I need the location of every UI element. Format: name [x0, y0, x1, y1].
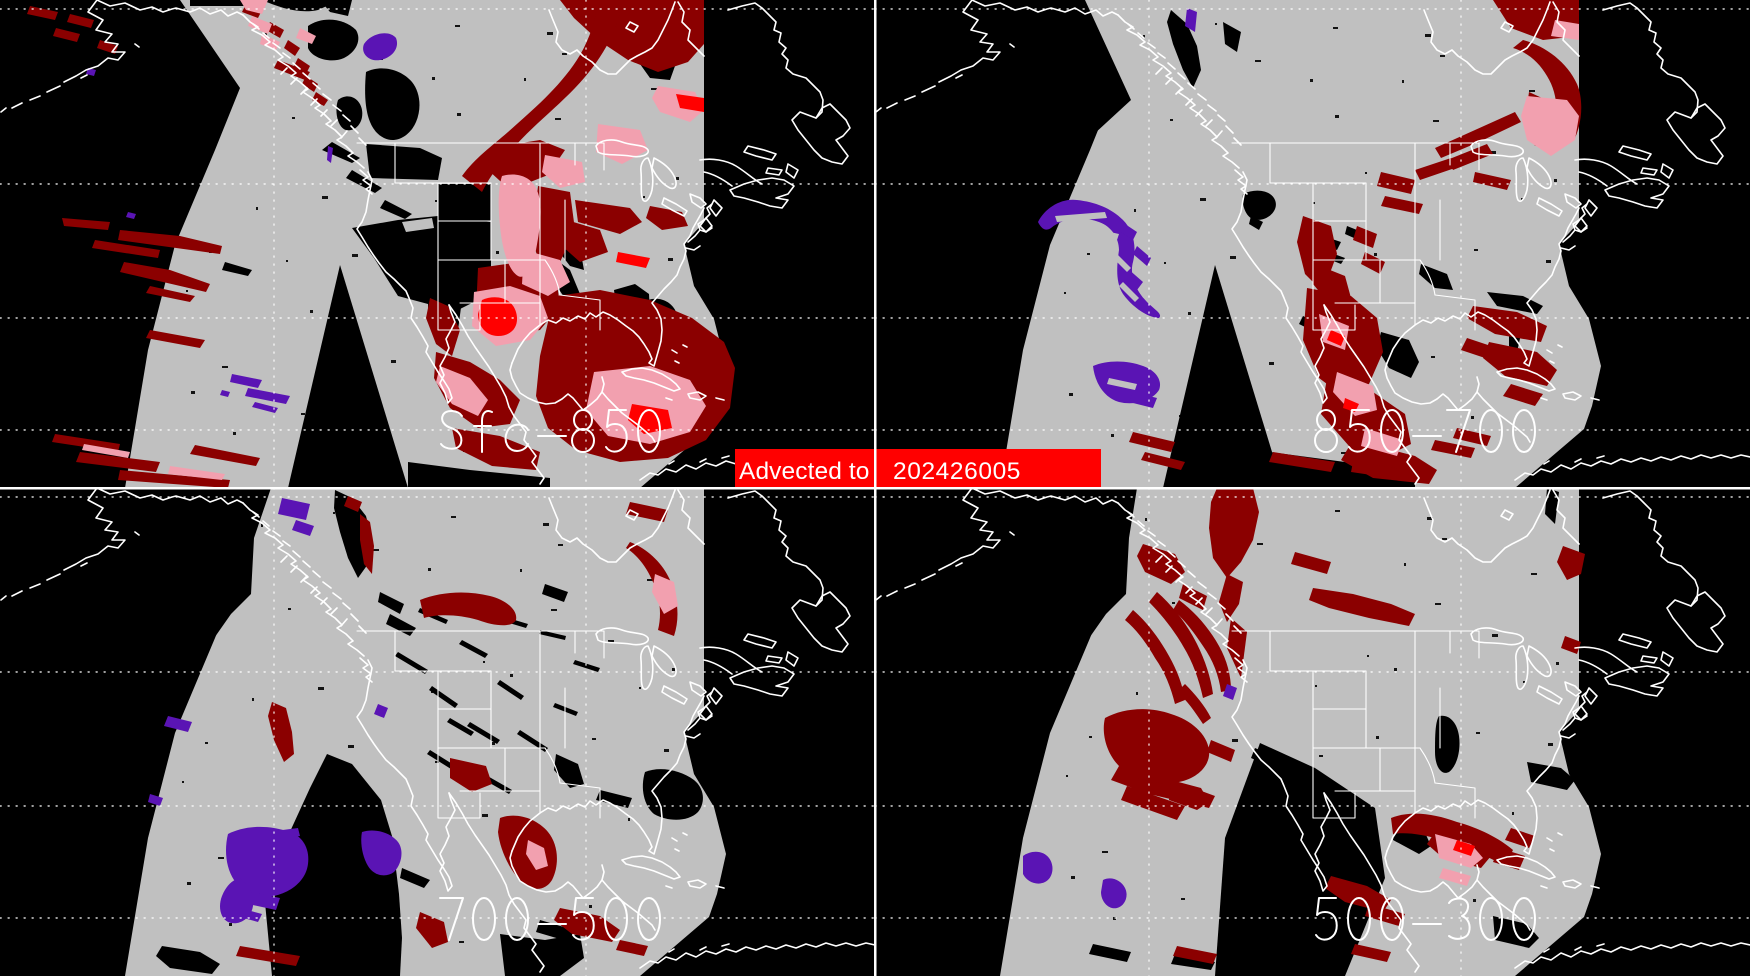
svg-text:202426005: 202426005 [893, 458, 1021, 485]
svg-text:Advected to: Advected to [739, 458, 870, 485]
